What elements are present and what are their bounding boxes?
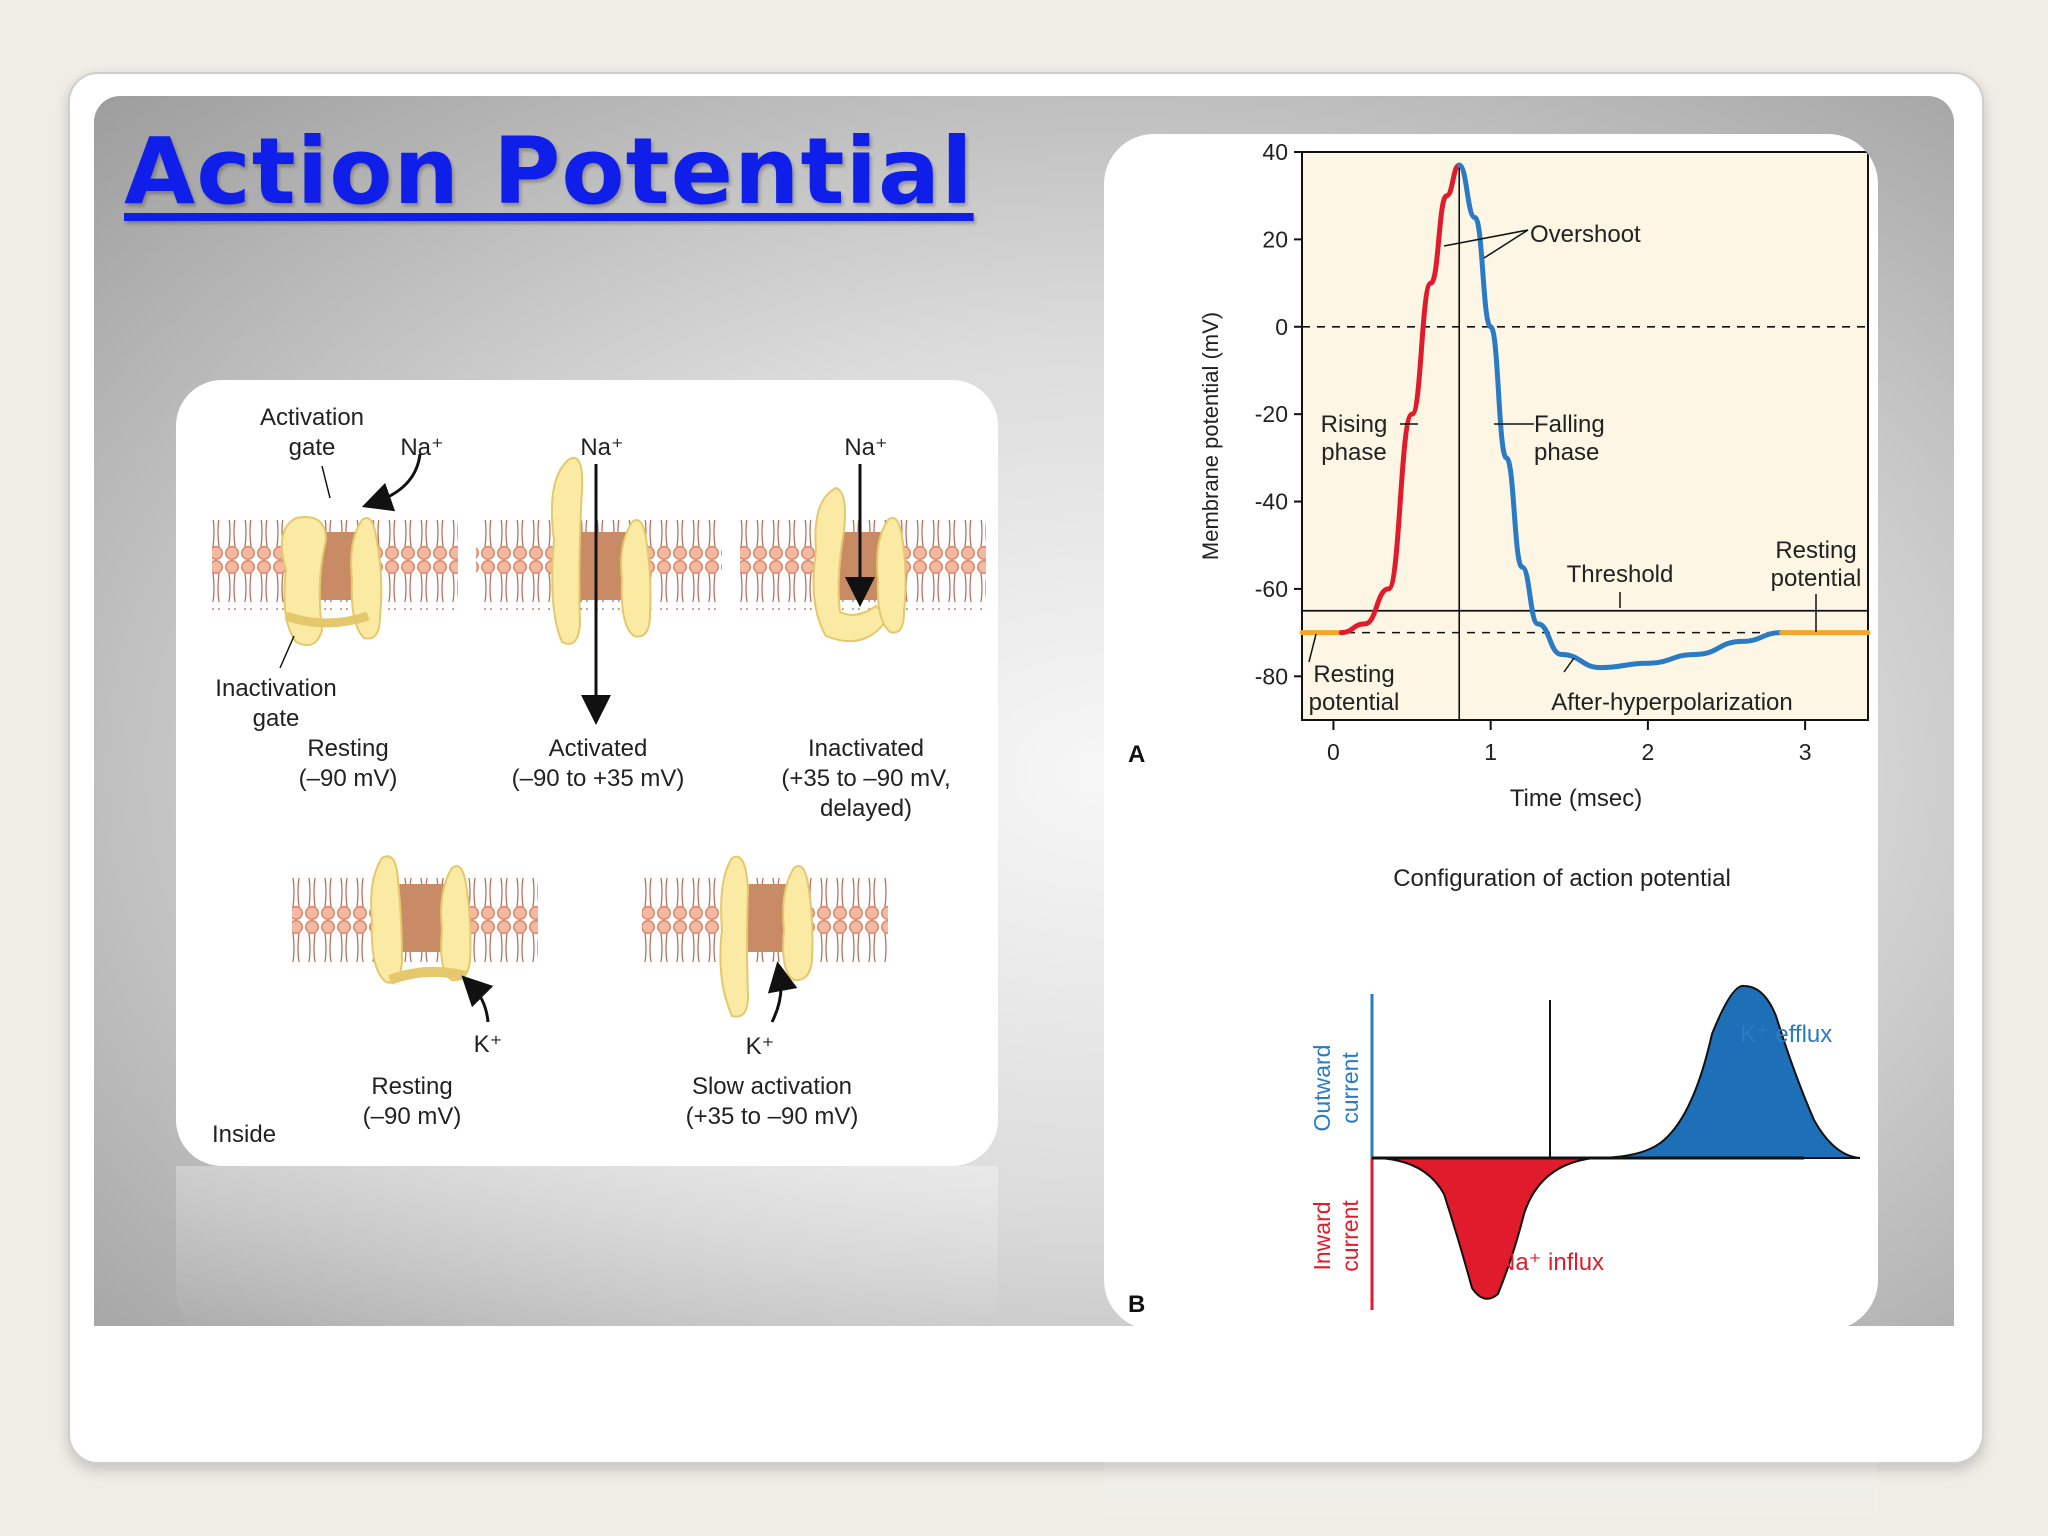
chart-a-ylabel: Membrane potential (mV) <box>1198 312 1223 560</box>
inward-current-label-2: current <box>1337 1200 1363 1272</box>
panel-letter-b: B <box>1128 1291 1145 1318</box>
na-influx-label: Na⁺ influx <box>1498 1249 1604 1276</box>
chart-b <box>1370 985 1861 1310</box>
k-efflux-area <box>1593 985 1861 1159</box>
inactivation-gate-label-1: Inactivation <box>215 675 336 702</box>
membrane-activated-na <box>476 457 722 725</box>
falling-phase-label-1: Falling <box>1534 411 1605 438</box>
chart-a-xlabel: Time (msec) <box>1510 785 1642 812</box>
action-potential-figure: 40 20 0 -20 -40 -60 -80 0 1 2 3 Overshoot Rising p… <box>1128 139 1871 1318</box>
resting-potential-right-label-1: Resting <box>1775 537 1856 564</box>
chart-a-series <box>1299 162 1871 671</box>
inactivation-gate-label-2: gate <box>253 705 300 732</box>
inside-label: Inside <box>212 1121 276 1148</box>
rising-phase-label-1: Rising <box>1321 411 1388 438</box>
activation-gate-label-1: Activation <box>260 404 364 431</box>
chart-a-plot-area <box>1301 151 1869 721</box>
after-hyperpolarization-label: After-hyperpolarization <box>1551 689 1792 716</box>
chart-title: Configuration of action potential <box>1393 865 1731 892</box>
outward-current-label-2: current <box>1337 1052 1363 1124</box>
state-slow-activation-label-1: Slow activation <box>692 1073 852 1100</box>
activation-gate-label-2: gate <box>289 434 336 461</box>
na-label-3: Na⁺ <box>844 434 887 461</box>
chart-a-ytick-label: -20 <box>1255 401 1288 427</box>
rising-phase-label-2: phase <box>1321 439 1386 466</box>
chart-a-ytick-label: -60 <box>1255 576 1288 602</box>
chart-a-xtick-label: 2 <box>1641 739 1654 765</box>
chart-a-ytick-label: 40 <box>1262 139 1288 165</box>
left-panel-reflection <box>176 1166 998 1332</box>
activation-gate-shape <box>280 516 328 646</box>
na-label-2: Na⁺ <box>580 434 623 461</box>
state-activated-label-1: Activated <box>549 735 648 762</box>
chart-a-ytick-label: -80 <box>1255 663 1288 689</box>
state-resting-na-label-2: (–90 mV) <box>299 765 398 792</box>
inward-current-label-1: Inward <box>1309 1201 1335 1270</box>
membrane-resting-k <box>292 855 538 1023</box>
membrane-inactivated-na <box>740 464 986 643</box>
chart-a-series-1 <box>1338 162 1462 636</box>
na-label-1: Na⁺ <box>400 434 443 461</box>
channel-gating-panel: Activation gate Na⁺ Na⁺ Na⁺ Inactivation… <box>176 380 998 1166</box>
chart-a-ytick-label: -40 <box>1255 489 1288 515</box>
state-activated-label-2: (–90 to +35 mV) <box>512 765 685 792</box>
threshold-label: Threshold <box>1567 561 1674 588</box>
right-panel-reflection <box>1104 1330 1878 1536</box>
chart-a-xtick-label: 3 <box>1799 739 1812 765</box>
chart-a-xtick-label: 1 <box>1484 739 1497 765</box>
chart-a-ytick-label: 20 <box>1262 226 1288 252</box>
chart-a-xtick-label: 0 <box>1327 739 1340 765</box>
resting-potential-right-label-2: potential <box>1771 565 1862 592</box>
chart-a-series-2 <box>1456 162 1785 671</box>
state-resting-na-label-1: Resting <box>307 735 388 762</box>
membrane-slow-activation-k <box>642 855 888 1023</box>
channel-gating-diagram: Activation gate Na⁺ Na⁺ Na⁺ Inactivation… <box>212 404 986 1148</box>
k-efflux-label: K⁺ efflux <box>1740 1021 1832 1048</box>
state-inactivated-label-1: Inactivated <box>808 735 924 762</box>
overshoot-label: Overshoot <box>1530 221 1641 248</box>
state-slow-activation-label-2: (+35 to –90 mV) <box>686 1103 859 1130</box>
panel-letter-a: A <box>1128 741 1145 768</box>
k-label-1: K⁺ <box>474 1031 503 1058</box>
k-label-2: K⁺ <box>746 1033 775 1060</box>
chart-a-ytick-label: 0 <box>1275 314 1288 340</box>
na-influx-area <box>1371 1157 1595 1300</box>
slide-title: Action Potential <box>124 118 974 225</box>
outward-current-label-1: Outward <box>1309 1045 1335 1132</box>
chart-a-annotations <box>1308 229 1817 673</box>
falling-phase-label-2: phase <box>1534 439 1599 466</box>
action-potential-panel: 40 20 0 -20 -40 -60 -80 0 1 2 3 Overshoot Rising p… <box>1104 134 1878 1330</box>
state-inactivated-label-2: (+35 to –90 mV, <box>781 765 950 792</box>
state-inactivated-label-3: delayed) <box>820 795 912 822</box>
membrane-resting-na <box>212 516 458 646</box>
state-resting-k-label-1: Resting <box>371 1073 452 1100</box>
resting-potential-left-label-1: Resting <box>1313 661 1394 688</box>
state-resting-k-label-2: (–90 mV) <box>363 1103 462 1130</box>
resting-potential-left-label-2: potential <box>1309 689 1400 716</box>
